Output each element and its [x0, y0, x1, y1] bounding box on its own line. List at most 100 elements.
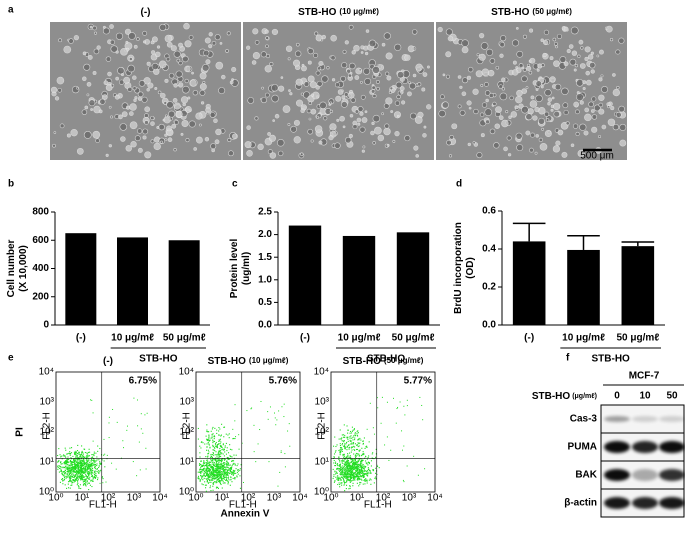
event-dot	[381, 396, 383, 398]
event-dot	[76, 473, 78, 475]
event-dot	[353, 476, 355, 479]
cell	[154, 51, 161, 58]
y-tick-label: 10⁴	[39, 367, 54, 378]
event-dot	[367, 464, 369, 466]
cell	[257, 143, 264, 151]
event-dot	[359, 470, 361, 472]
event-dot	[225, 453, 227, 455]
cell	[137, 147, 143, 153]
y-channel: FL2-H	[317, 412, 328, 440]
event-dot	[336, 468, 338, 471]
event-dot	[63, 467, 65, 469]
event-dot	[64, 472, 66, 474]
bar	[168, 240, 200, 325]
cell	[545, 118, 550, 122]
event-dot	[362, 468, 364, 470]
event-dot	[347, 464, 349, 466]
event-dot	[251, 407, 253, 409]
event-dot	[347, 446, 349, 448]
cell	[410, 112, 417, 120]
event-dot	[206, 473, 208, 475]
event-dot	[68, 473, 71, 476]
cell	[461, 91, 467, 97]
y-tick-label: 0.5	[258, 297, 272, 308]
event-dot	[76, 465, 78, 467]
event-dot	[208, 462, 210, 464]
event-dot	[211, 456, 213, 458]
cell	[363, 67, 371, 75]
event-dot	[362, 476, 364, 478]
event-dot	[70, 469, 72, 472]
band	[659, 497, 685, 509]
event-dot	[339, 479, 341, 481]
panel-label: f	[566, 353, 570, 364]
event-dot	[209, 447, 211, 449]
cell	[440, 94, 445, 100]
event-dot	[212, 463, 214, 466]
event-dot	[69, 452, 71, 455]
event-dot	[67, 470, 69, 472]
y-axis-label-line: Cell number	[6, 240, 17, 298]
event-dot	[351, 449, 353, 451]
cell	[215, 128, 222, 136]
event-dot	[97, 445, 99, 447]
event-dot	[82, 456, 84, 458]
event-dot	[235, 468, 237, 470]
event-dot	[343, 481, 345, 484]
event-dot	[337, 475, 339, 477]
event-dot	[257, 443, 259, 445]
cell	[618, 37, 625, 44]
event-dot	[218, 453, 220, 455]
cell	[108, 105, 112, 109]
event-dot	[348, 444, 350, 446]
cell	[619, 139, 627, 147]
cell	[510, 111, 518, 118]
event-dot	[352, 446, 354, 448]
event-dot	[82, 455, 84, 457]
event-dot	[222, 478, 224, 480]
event-dot	[348, 465, 350, 468]
cell	[397, 71, 405, 79]
event-dot	[77, 465, 79, 467]
event-dot	[275, 424, 277, 426]
cell	[96, 45, 101, 50]
event-dot	[219, 472, 221, 474]
cell	[137, 128, 143, 134]
y-axis-label-line: Protein level	[229, 239, 240, 299]
event-dot	[84, 467, 86, 470]
y-tick-label: 10¹	[315, 457, 330, 468]
cell	[272, 119, 275, 122]
event-dot	[208, 444, 210, 446]
cell	[479, 33, 485, 39]
event-dot	[200, 472, 202, 474]
event-dot	[345, 457, 347, 459]
event-dot	[351, 468, 353, 470]
event-dot	[57, 465, 59, 467]
event-dot	[83, 456, 86, 458]
event-dot	[338, 457, 340, 459]
event-dot	[122, 440, 124, 442]
event-dot	[201, 478, 203, 480]
cell	[301, 65, 307, 72]
event-dot	[88, 464, 90, 466]
event-dot	[201, 471, 203, 473]
event-dot	[82, 472, 84, 474]
event-dot	[341, 470, 343, 472]
event-dot	[74, 452, 76, 454]
event-dot	[364, 473, 367, 475]
cell	[540, 63, 545, 68]
event-dot	[87, 476, 89, 478]
cell	[542, 52, 547, 58]
event-dot	[357, 458, 359, 460]
event-dot	[211, 479, 213, 482]
event-dot	[225, 472, 227, 474]
event-dot	[226, 450, 228, 452]
y-tick-label: 0.6	[482, 206, 496, 217]
event-dot	[221, 459, 223, 461]
y-axis-label-line: (ug/ml)	[241, 252, 252, 285]
event-dot	[358, 474, 360, 476]
event-dot	[210, 437, 212, 439]
event-dot	[216, 475, 219, 477]
event-dot	[216, 461, 218, 463]
event-dot	[83, 455, 85, 458]
